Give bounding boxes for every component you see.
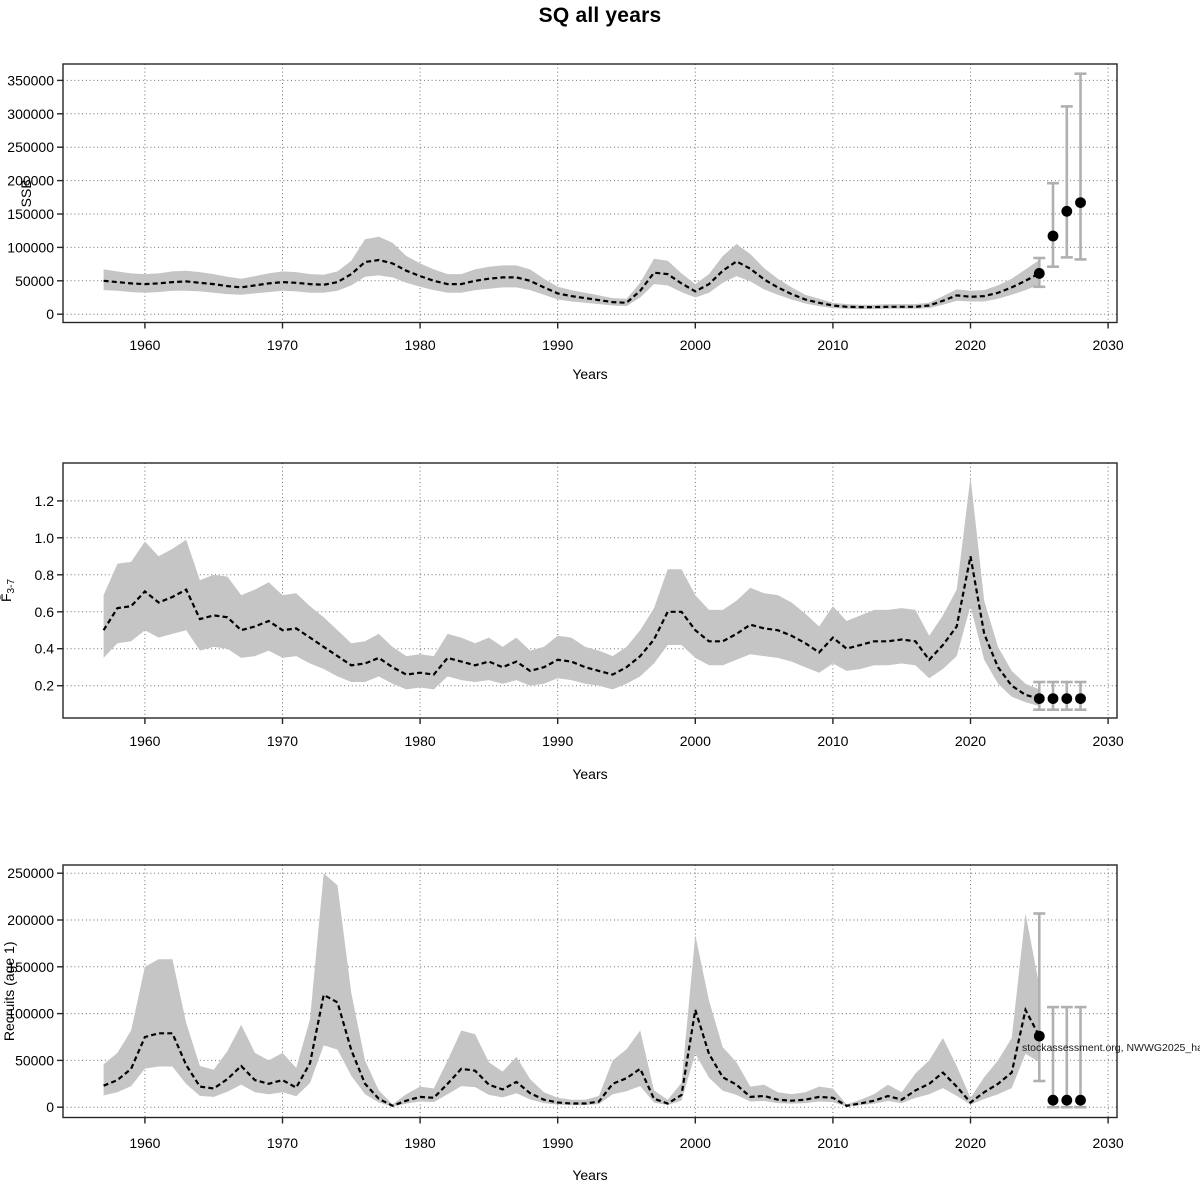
x-tick-label: 1990 [542, 733, 573, 749]
y-tick-label: 0.6 [35, 604, 55, 620]
y-tick-label: 200000 [7, 173, 54, 189]
x-tick-label: 1990 [542, 337, 573, 353]
x-tick-label: 1970 [267, 1135, 298, 1151]
forecast-point [1047, 693, 1059, 704]
y-tick-label: 50000 [15, 273, 54, 289]
y-axis-title: SSB [18, 179, 34, 207]
y-tick-label: 0.4 [35, 641, 55, 657]
x-tick-label: 2030 [1093, 733, 1124, 749]
x-tick-label: 1960 [129, 337, 160, 353]
y-tick-label: 150000 [7, 206, 54, 222]
panel-fbar: 1960 1970 1980 1990 2000 2010 2020 2030 0.2 0.4 0.… [0, 462, 1124, 782]
y-tick-label: 150000 [7, 959, 54, 975]
y-tick-label: 0 [46, 306, 54, 322]
x-tick-label: 2030 [1093, 1135, 1124, 1151]
x-tick-label: 2010 [817, 733, 848, 749]
x-tick-label: 1980 [405, 337, 436, 353]
forecast-error-bars [1033, 912, 1087, 1109]
forecast-point [1075, 197, 1086, 209]
panel-frame [62, 462, 1118, 719]
forecast-point [1061, 693, 1073, 704]
y-axis-title: Recruits (age 1) [1, 942, 17, 1042]
y-tick-label: 50000 [15, 1052, 54, 1068]
y-tick-label: 250000 [7, 139, 54, 155]
estimate-line [102, 556, 1040, 700]
forecast-point [1033, 693, 1045, 704]
panel-frame [62, 63, 1118, 324]
x-tick-label: 2000 [680, 337, 711, 353]
x-tick-label: 2020 [955, 733, 986, 749]
forecast-point [1033, 1030, 1045, 1042]
x-tick-label: 1980 [405, 1135, 436, 1151]
x-tick-label: 2010 [817, 337, 848, 353]
forecast-point [1047, 230, 1059, 242]
y-axis-title: F̄3-7 [0, 579, 17, 602]
y-tick-label: 100000 [7, 1006, 54, 1022]
y-tick-label: 350000 [7, 72, 54, 88]
x-axis-title: Years [572, 1167, 607, 1183]
y-tick-label: 300000 [7, 106, 54, 122]
y-tick-label: 1.2 [35, 493, 55, 509]
axis-ticks [57, 79, 1109, 329]
panel-frame [62, 864, 1118, 1119]
panel-recruits: 1960 1970 1980 1990 2000 2010 2020 2030 0 50000 10… [1, 864, 1124, 1183]
y-tick-label: 0.8 [35, 567, 55, 583]
figure-title: SQ all years [538, 4, 662, 27]
forecast-point [1061, 205, 1073, 217]
x-tick-label: 1970 [267, 733, 298, 749]
y-tick-label: 250000 [7, 865, 54, 881]
x-tick-label: 2000 [680, 1135, 711, 1151]
forecast-point [1075, 1094, 1086, 1106]
y-tick-label: 0.2 [35, 678, 55, 694]
confidence-band [103, 236, 1040, 310]
y-tick-label: 1.0 [35, 530, 55, 546]
confidence-band [103, 476, 1040, 706]
panel-ssb: 1960 1970 1980 1990 2000 2010 2020 2030 0 50000 10… [7, 63, 1124, 382]
y-tick-label: 0 [46, 1099, 54, 1115]
estimate-line [103, 258, 1040, 309]
forecast-error-bars [1033, 72, 1087, 289]
x-tick-label: 2030 [1093, 337, 1124, 353]
forecast-point [1075, 693, 1086, 704]
forecast-point [1047, 1094, 1059, 1106]
watermark-text: stockassessment.org, NWWG2025_ha [1022, 1042, 1200, 1054]
x-tick-label: 2010 [817, 1135, 848, 1151]
x-tick-label: 2020 [955, 1135, 986, 1151]
x-tick-label: 1990 [542, 1135, 573, 1151]
x-tick-label: 1960 [129, 733, 160, 749]
forecast-point [1061, 1094, 1073, 1106]
x-tick-label: 2020 [955, 337, 986, 353]
x-axis-title: Years [572, 366, 607, 382]
y-tick-label: 200000 [7, 912, 54, 928]
x-tick-label: 1960 [129, 1135, 160, 1151]
x-tick-label: 2000 [680, 733, 711, 749]
axis-ticks [57, 872, 1109, 1124]
x-axis-title: Years [572, 766, 607, 782]
confidence-band [103, 873, 1040, 1107]
x-tick-label: 1970 [267, 337, 298, 353]
forecast-point [1033, 268, 1045, 279]
x-tick-label: 1980 [405, 733, 436, 749]
axis-ticks [57, 500, 1109, 724]
y-tick-label: 100000 [7, 239, 54, 255]
